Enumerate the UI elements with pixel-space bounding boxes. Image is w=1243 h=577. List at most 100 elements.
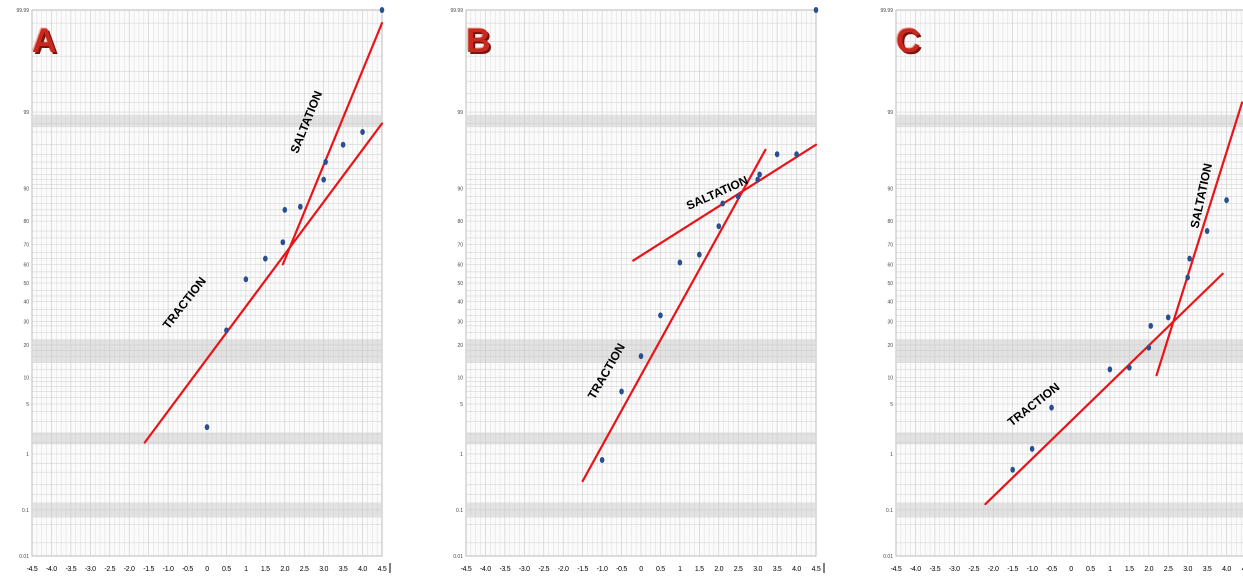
- x-tick-label: 4.5: [1242, 566, 1243, 573]
- x-tick-label: 4.0: [792, 566, 801, 573]
- x-tick-label: 0: [205, 566, 209, 573]
- y-tick-label: 5: [890, 402, 893, 408]
- traction-fit-line: [984, 272, 1224, 506]
- y-tick-label: 60: [887, 262, 893, 268]
- x-tick-label: 1.5: [1125, 566, 1134, 573]
- y-tick-label: 99.99: [880, 8, 893, 14]
- data-point: [263, 255, 268, 262]
- x-tick-label: 2.0: [1144, 566, 1153, 573]
- x-tick-label: -3.0: [949, 566, 960, 573]
- saltation-fit-line: [281, 22, 384, 266]
- chart-panel-a: 0.01 0.1 1 5 10 20 30 40 50 60 70 80 90 99 99.99 -4.5 -4…: [10, 0, 410, 577]
- data-point: [321, 176, 326, 183]
- y-tick-label: 1: [460, 452, 463, 458]
- x-tick-label: 4.5: [378, 566, 387, 573]
- data-point: [280, 239, 286, 246]
- y-tick-label: 1: [890, 452, 893, 458]
- x-tick-label: 0: [1069, 566, 1073, 573]
- grid-band: [896, 339, 1243, 363]
- grid-lines: [465, 9, 817, 557]
- x-tick-label: 1: [244, 566, 248, 573]
- chart-panel-b: 0.01 0.1 1 5 10 20 30 40 50 60 70 80 90 99 99.99 -4.5 -4…: [444, 0, 844, 577]
- y-tick-label: 80: [457, 219, 463, 225]
- data-point: [340, 141, 346, 148]
- y-tick-label: 99: [457, 110, 463, 116]
- panel-label-c: C: [896, 22, 921, 60]
- x-tick-label: 4.0: [358, 566, 367, 573]
- x-tick-label: -4.0: [910, 566, 921, 573]
- grid-band: [896, 114, 1243, 128]
- saltation-fit-line: [1155, 101, 1243, 377]
- data-point: [1049, 404, 1054, 411]
- y-tick-label: 70: [23, 242, 29, 248]
- y-tick-label: 0.1: [456, 508, 463, 514]
- y-tick-label: 10: [887, 375, 893, 381]
- y-tick-label: 20: [23, 343, 29, 349]
- x-tick-label: -4.0: [46, 566, 57, 573]
- y-tick-label: 1: [26, 452, 29, 458]
- y-tick-label: 20: [887, 343, 893, 349]
- y-tick-label: 90: [457, 187, 463, 193]
- y-tick-label: 90: [887, 187, 893, 193]
- x-tick-label: -2.5: [538, 566, 549, 573]
- y-tick-label: 10: [457, 375, 463, 381]
- data-point: [204, 424, 210, 431]
- x-tick-label: -2.5: [104, 566, 115, 573]
- x-tick-label: -3.0: [85, 566, 96, 573]
- data-point: [1127, 364, 1132, 371]
- y-tick-label: 50: [887, 281, 893, 287]
- y-tick-label: 50: [457, 281, 463, 287]
- x-tick-label: 1.5: [261, 566, 270, 573]
- x-tick-label: -1.0: [1027, 566, 1038, 573]
- x-tick-label: 1: [678, 566, 682, 573]
- panel-label-a: A: [32, 22, 57, 60]
- y-tick-label: 60: [457, 262, 463, 268]
- x-tick-label: -2.0: [558, 566, 569, 573]
- data-point: [1010, 466, 1015, 473]
- data-point: [599, 456, 605, 463]
- x-tick-label: -0.5: [616, 566, 627, 573]
- y-tick-label: 80: [23, 219, 29, 225]
- x-tick-label: -1.5: [143, 566, 154, 573]
- data-point: [1146, 344, 1152, 351]
- y-tick-label: 50: [23, 281, 29, 287]
- y-tick-label: 10: [23, 375, 29, 381]
- data-point: [1148, 322, 1154, 329]
- y-tick-label: 99: [23, 110, 29, 116]
- grid-band: [896, 432, 1243, 445]
- x-tick-label: 2.0: [714, 566, 723, 573]
- y-tick-label: 0.01: [883, 554, 893, 560]
- data-point: [757, 171, 762, 178]
- data-point: [282, 206, 288, 213]
- data-point: [774, 151, 780, 158]
- y-tick-label: 0.1: [22, 508, 29, 514]
- y-tick-label: 0.01: [453, 554, 463, 560]
- x-tick-label: -4.0: [480, 566, 491, 573]
- x-tick-label: 1: [1108, 566, 1112, 573]
- chart-panel-c: 0.01 0.1 1 5 10 20 30 40 50 60 70 80 90 99 99.99 -4.5 -4…: [874, 0, 1243, 577]
- data-point: [735, 193, 741, 200]
- x-tick-label: -2.0: [988, 566, 999, 573]
- x-tick-label: 3.0: [319, 566, 328, 573]
- data-point: [1224, 197, 1229, 204]
- x-tick-label: -2.0: [124, 566, 135, 573]
- x-tick-label: -0.5: [1046, 566, 1057, 573]
- x-tick-label: 0: [639, 566, 643, 573]
- panel-label-b: B: [466, 22, 491, 60]
- data-point: [1029, 445, 1035, 452]
- y-tick-label: 20: [457, 343, 463, 349]
- data-point: [638, 353, 644, 360]
- x-tick-label: -2.5: [968, 566, 979, 573]
- y-tick-label: 30: [23, 320, 29, 326]
- x-tick-label: 3.0: [1183, 566, 1192, 573]
- x-tick-label: -1.0: [163, 566, 174, 573]
- y-tick-label: 99.99: [16, 8, 29, 14]
- y-tick-label: 70: [457, 242, 463, 248]
- data-point: [298, 203, 303, 210]
- x-tick-label: 4.5: [812, 566, 821, 573]
- traction-fit-line: [581, 148, 767, 483]
- x-tick-label: -3.0: [519, 566, 530, 573]
- y-tick-label: 90: [23, 187, 29, 193]
